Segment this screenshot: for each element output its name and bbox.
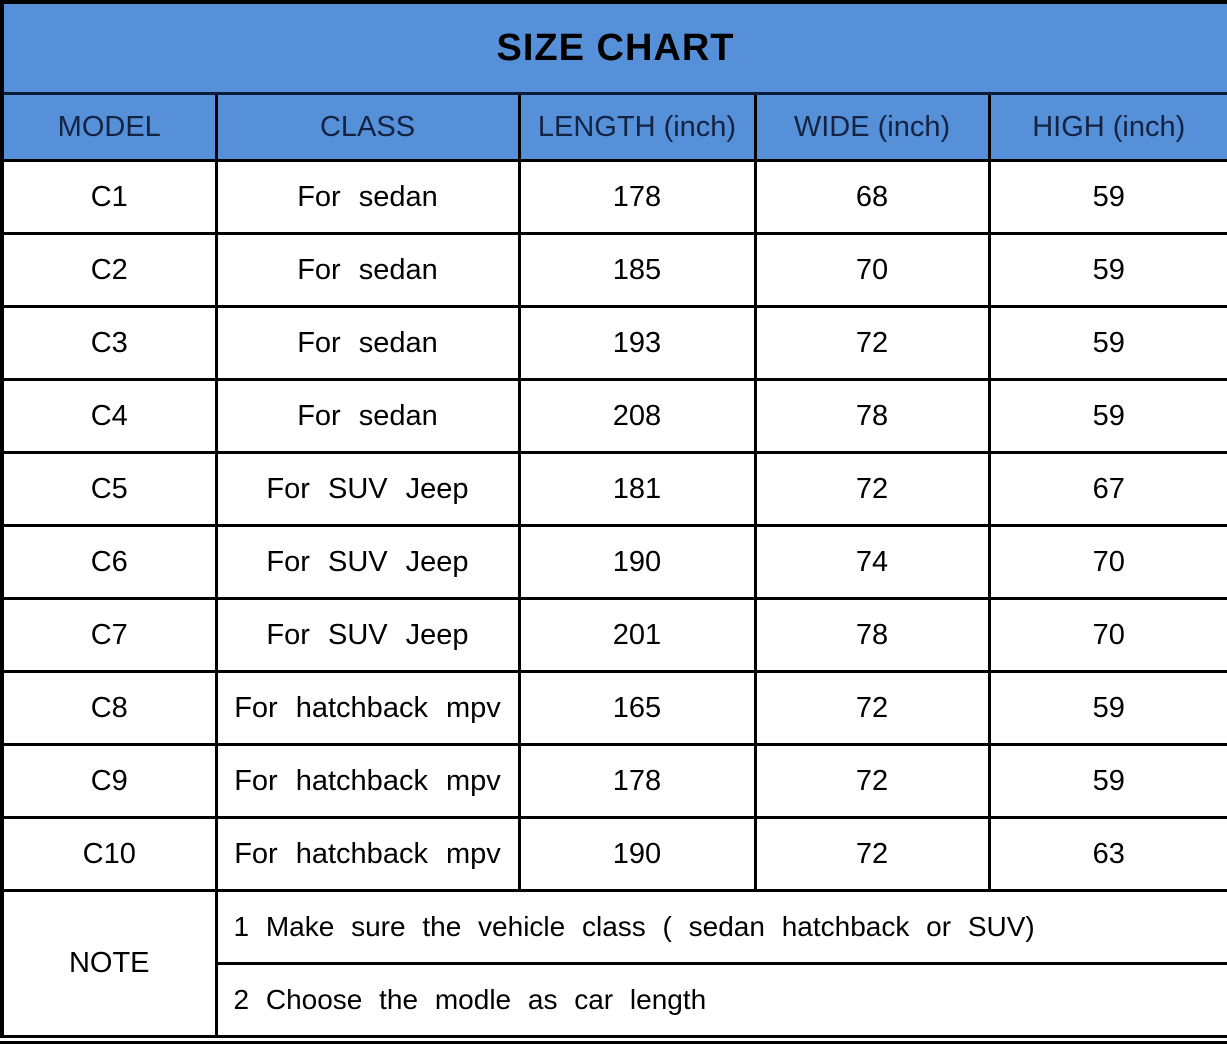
table-row: C9 For hatchback mpv 178 72 59 [0, 743, 1227, 819]
high-cell: 59 [987, 378, 1227, 454]
page-title: SIZE CHART [0, 0, 1227, 95]
class-cell: For SUV Jeep [214, 597, 521, 673]
high-cell: 67 [987, 451, 1227, 527]
wide-cell: 74 [753, 524, 991, 600]
column-header-class: CLASS [214, 92, 521, 162]
class-cell: For sedan [214, 232, 521, 308]
class-cell: For sedan [214, 159, 521, 235]
model-cell: C2 [0, 232, 218, 308]
table-row: C7 For SUV Jeep 201 78 70 [0, 597, 1227, 673]
high-cell: 59 [987, 305, 1227, 381]
class-cell: For hatchback mpv [214, 816, 521, 892]
table-row: C5 For SUV Jeep 181 72 67 [0, 451, 1227, 527]
table-row: C2 For sedan 185 70 59 [0, 232, 1227, 308]
model-cell: C9 [0, 743, 218, 819]
length-cell: 193 [517, 305, 757, 381]
model-cell: C3 [0, 305, 218, 381]
high-cell: 70 [987, 597, 1227, 673]
length-cell: 178 [517, 159, 757, 235]
wide-cell: 72 [753, 305, 991, 381]
model-cell: C6 [0, 524, 218, 600]
high-cell: 59 [987, 232, 1227, 308]
note-item-2: 2 Choose the modle as car length [214, 962, 1227, 1041]
length-cell: 190 [517, 816, 757, 892]
model-cell: C5 [0, 451, 218, 527]
high-cell: 59 [987, 743, 1227, 819]
table-row: C8 For hatchback mpv 165 72 59 [0, 670, 1227, 746]
note-label: NOTE [0, 889, 218, 1041]
table-row: C3 For sedan 193 72 59 [0, 305, 1227, 381]
note-row: NOTE 1 Make sure the vehicle class ( sed… [0, 889, 1227, 1041]
high-cell: 63 [987, 816, 1227, 892]
length-cell: 165 [517, 670, 757, 746]
model-cell: C10 [0, 816, 218, 892]
table-row: C6 For SUV Jeep 190 74 70 [0, 524, 1227, 600]
length-cell: 208 [517, 378, 757, 454]
wide-cell: 78 [753, 597, 991, 673]
column-header-length: LENGTH (inch) [517, 92, 757, 162]
high-cell: 70 [987, 524, 1227, 600]
wide-cell: 72 [753, 451, 991, 527]
table-row: C4 For sedan 208 78 59 [0, 378, 1227, 454]
column-header-wide: WIDE (inch) [753, 92, 991, 162]
class-cell: For sedan [214, 305, 521, 381]
header-row: MODEL CLASS LENGTH (inch) WIDE (inch) HI… [0, 92, 1227, 162]
length-cell: 181 [517, 451, 757, 527]
table-row: C10 For hatchback mpv 190 72 63 [0, 816, 1227, 892]
class-cell: For sedan [214, 378, 521, 454]
wide-cell: 72 [753, 743, 991, 819]
wide-cell: 72 [753, 816, 991, 892]
note-item-1: 1 Make sure the vehicle class ( sedan ha… [214, 889, 1227, 965]
model-cell: C8 [0, 670, 218, 746]
length-cell: 201 [517, 597, 757, 673]
wide-cell: 68 [753, 159, 991, 235]
class-cell: For SUV Jeep [214, 451, 521, 527]
length-cell: 185 [517, 232, 757, 308]
high-cell: 59 [987, 670, 1227, 746]
model-cell: C1 [0, 159, 218, 235]
wide-cell: 70 [753, 232, 991, 308]
model-cell: C7 [0, 597, 218, 673]
class-cell: For hatchback mpv [214, 743, 521, 819]
model-cell: C4 [0, 378, 218, 454]
title-row: SIZE CHART [0, 0, 1227, 95]
wide-cell: 78 [753, 378, 991, 454]
column-header-high: HIGH (inch) [987, 92, 1227, 162]
length-cell: 178 [517, 743, 757, 819]
class-cell: For SUV Jeep [214, 524, 521, 600]
column-header-model: MODEL [0, 92, 218, 162]
wide-cell: 72 [753, 670, 991, 746]
table-row: C1 For sedan 178 68 59 [0, 159, 1227, 235]
class-cell: For hatchback mpv [214, 670, 521, 746]
length-cell: 190 [517, 524, 757, 600]
high-cell: 59 [987, 159, 1227, 235]
